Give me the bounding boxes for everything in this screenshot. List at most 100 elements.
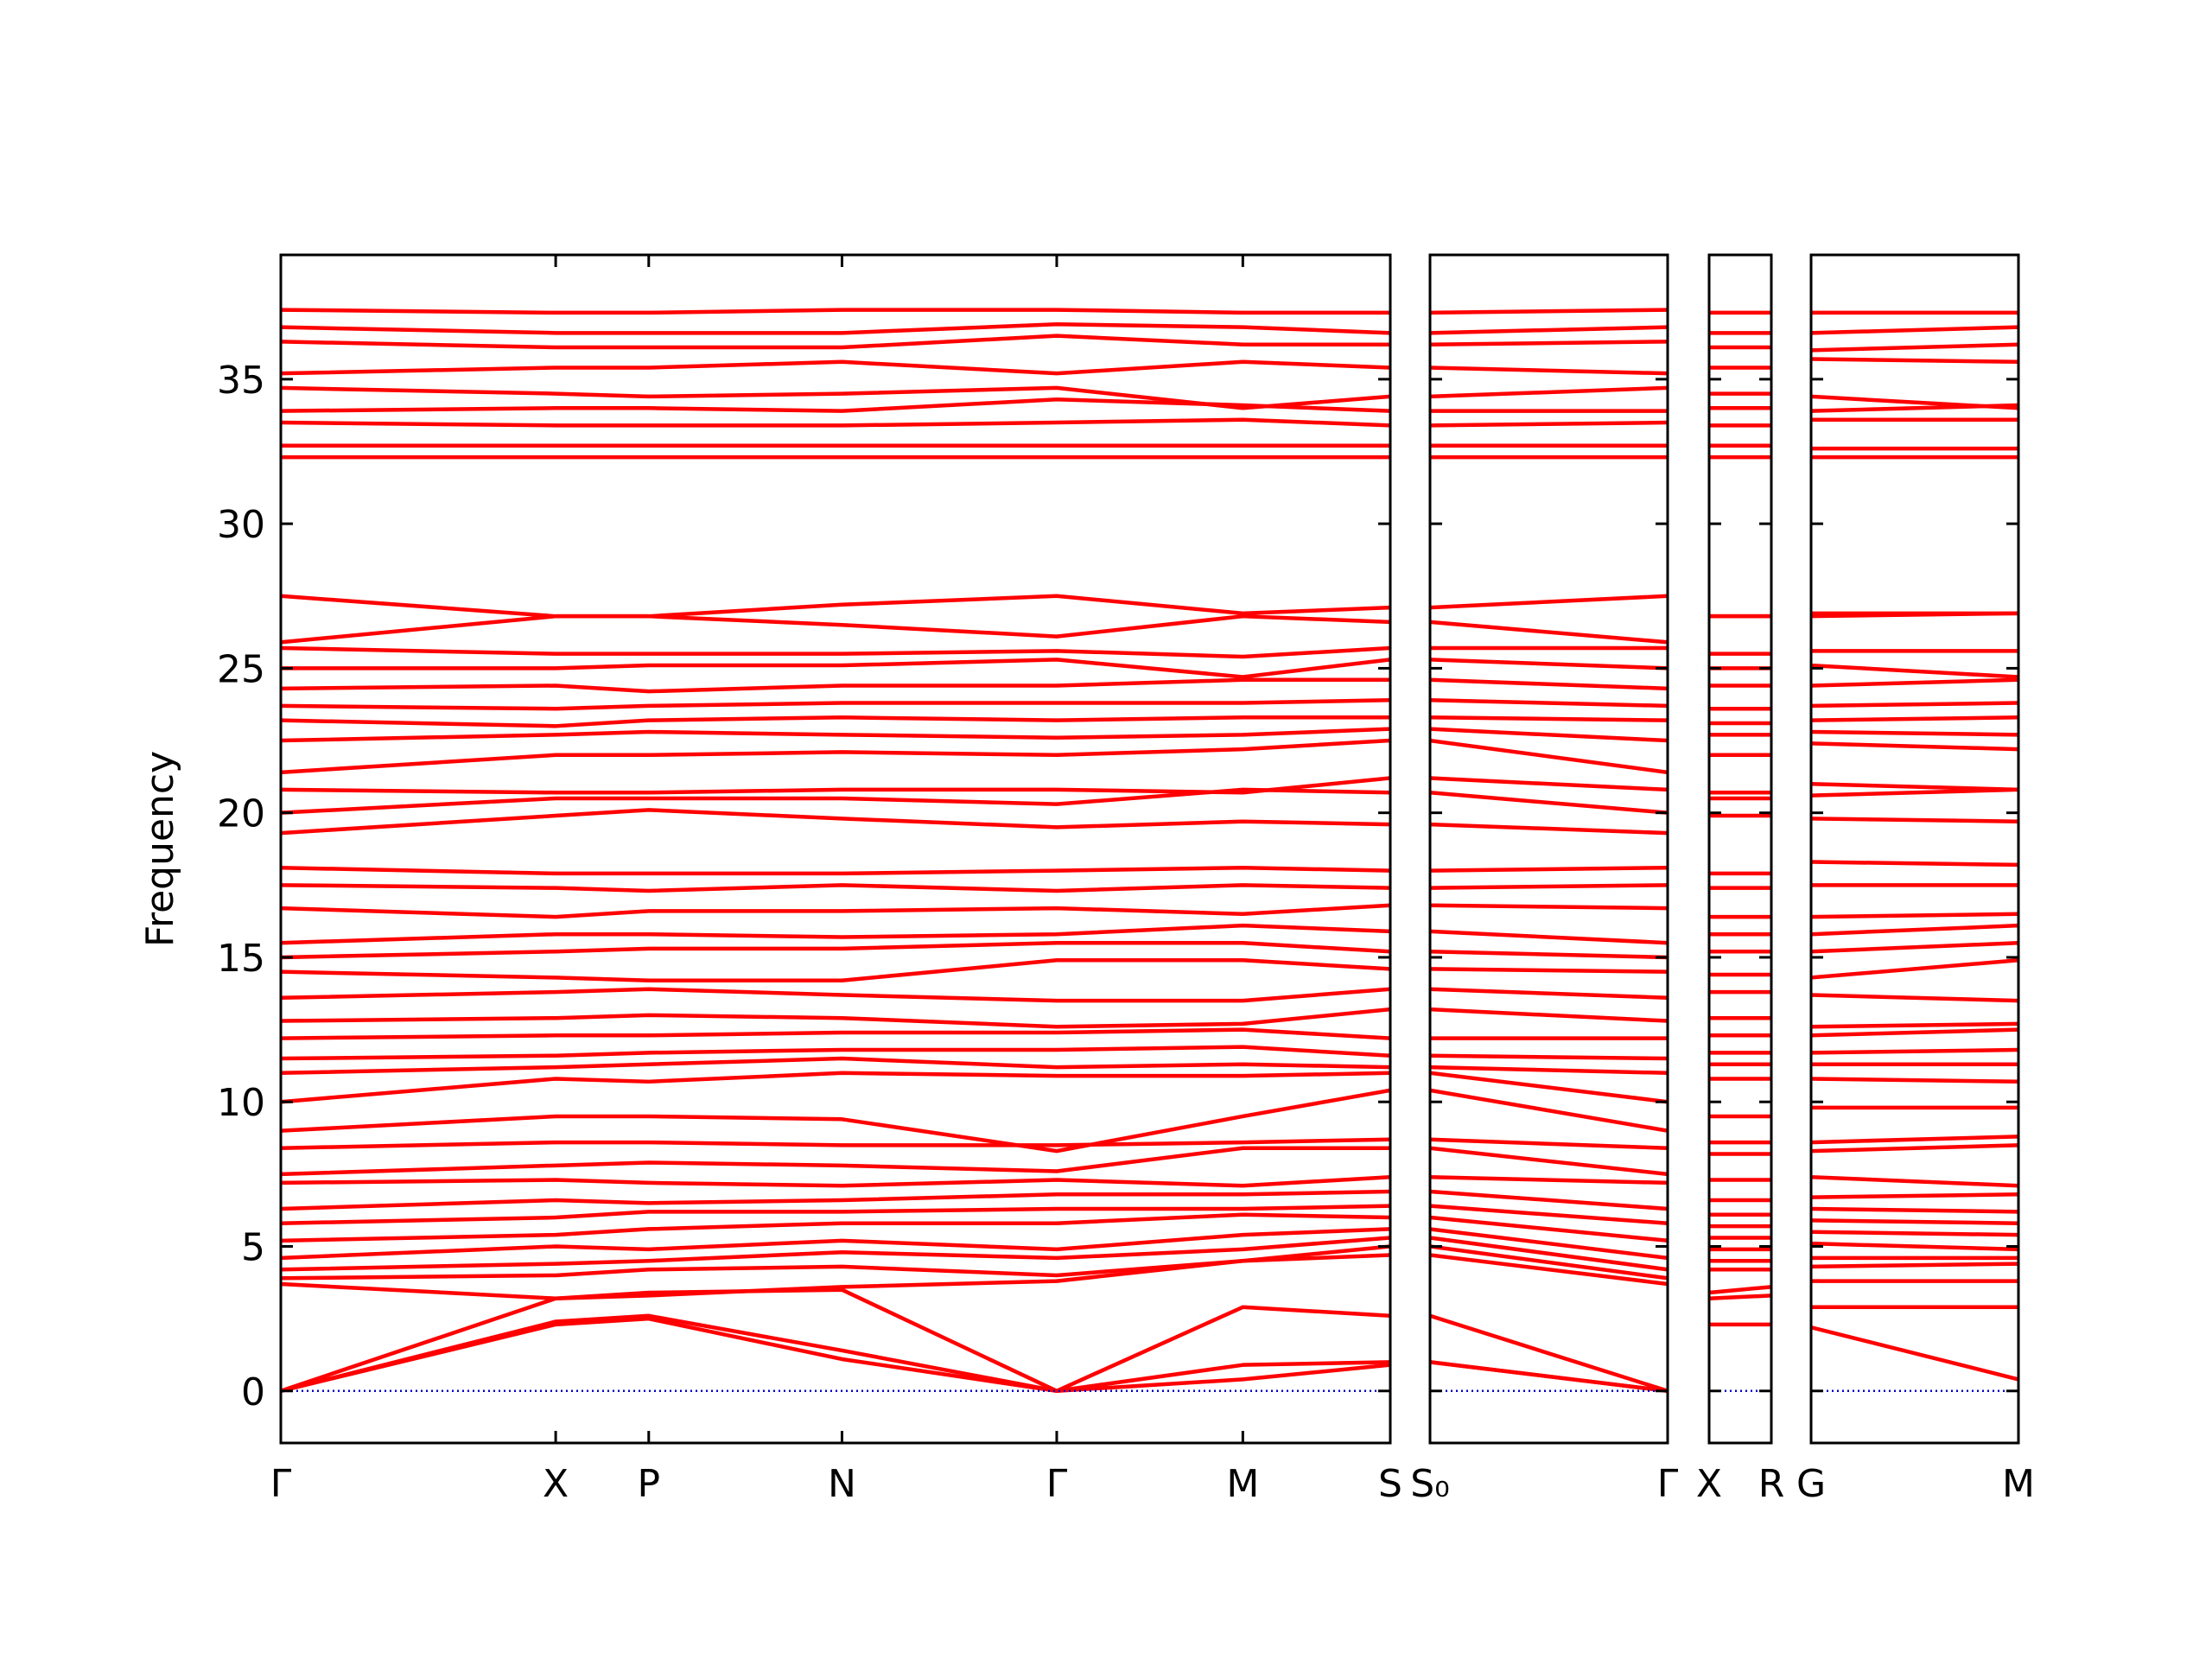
plot-area xyxy=(281,308,1390,1394)
band-line xyxy=(1430,1053,1668,1061)
y-tick-label: 0 xyxy=(241,1370,265,1414)
x-tick-label: M xyxy=(2002,1462,2035,1506)
x-tick-label: R xyxy=(1758,1462,1785,1506)
band-line xyxy=(1811,1027,2018,1038)
band-line xyxy=(1430,365,1668,376)
band-line xyxy=(1811,860,2018,868)
band-line xyxy=(281,613,1390,645)
band-line xyxy=(281,397,1390,413)
band-line xyxy=(281,787,1390,815)
band-line xyxy=(281,715,1390,728)
band-line xyxy=(281,658,1390,679)
band-line xyxy=(1430,776,1668,792)
band-line xyxy=(1811,1174,2018,1188)
band-line xyxy=(1430,594,1668,610)
x-tick-label: X xyxy=(543,1462,569,1506)
band-line xyxy=(1430,420,1668,428)
band-line xyxy=(1430,340,1668,346)
y-tick-label: 25 xyxy=(217,647,265,691)
y-tick-label: 10 xyxy=(217,1081,265,1125)
x-tick-label: Γ xyxy=(270,1462,292,1506)
band-line xyxy=(1811,729,2018,737)
band-line xyxy=(1811,993,2018,1003)
band-line xyxy=(1430,903,1668,911)
band-line xyxy=(1430,1174,1668,1185)
band-line xyxy=(1811,817,2018,823)
band-line xyxy=(281,923,1390,945)
band-line xyxy=(281,677,1390,694)
band-line xyxy=(1811,1206,2018,1214)
band-line xyxy=(1430,697,1668,709)
band-line xyxy=(1430,1146,1668,1177)
band-line xyxy=(281,322,1390,335)
band-line xyxy=(1811,741,2018,752)
axes-frame xyxy=(1428,253,1669,1445)
y-axis-label: Frequency xyxy=(138,751,182,947)
band-line xyxy=(281,738,1390,775)
band-line xyxy=(1811,1262,2018,1269)
band-line xyxy=(1811,715,2018,722)
y-tick-label: 35 xyxy=(217,359,265,403)
band-line xyxy=(1430,677,1668,691)
band-line xyxy=(281,940,1390,960)
band-line xyxy=(281,359,1390,376)
band-line xyxy=(1709,1285,1771,1295)
band-line xyxy=(1430,1360,1668,1394)
band-line xyxy=(281,1204,1390,1225)
band-line xyxy=(1811,1135,2018,1145)
band-line xyxy=(1811,677,2018,688)
band-line xyxy=(1430,791,1668,815)
band-line xyxy=(1811,1077,2018,1084)
axes-frame xyxy=(1809,253,2020,1445)
x-tick-label: Γ xyxy=(1046,1462,1068,1506)
y-tick-label: 5 xyxy=(241,1226,265,1270)
band-line xyxy=(1430,822,1668,836)
band-line xyxy=(281,308,1390,315)
band-line xyxy=(1430,1227,1668,1261)
band-line xyxy=(281,334,1390,350)
band-line xyxy=(1430,1215,1668,1243)
band-line xyxy=(281,958,1390,982)
band-line xyxy=(281,594,1390,619)
band-line xyxy=(1430,1253,1668,1287)
x-tick-label: S xyxy=(1378,1462,1402,1506)
band-line xyxy=(1430,1088,1668,1133)
band-line xyxy=(281,1174,1390,1188)
band-line xyxy=(1430,967,1668,974)
band-line xyxy=(281,645,1390,659)
band-line xyxy=(281,1146,1390,1177)
x-tick-label: X xyxy=(1696,1462,1722,1506)
y-tick-label: 30 xyxy=(217,503,265,547)
band-line xyxy=(281,727,1390,743)
band-line xyxy=(281,697,1390,711)
band-line xyxy=(281,1045,1390,1061)
band-line xyxy=(1811,1021,2018,1029)
plot-area xyxy=(1709,310,1771,1393)
band-line xyxy=(1811,357,2018,365)
band-line xyxy=(1811,958,2018,980)
plot-area xyxy=(1811,310,2018,1393)
x-tick-label: N xyxy=(828,1462,856,1506)
band-line xyxy=(1811,923,2018,937)
band-line xyxy=(1811,781,2018,792)
band-line xyxy=(281,883,1390,893)
panel: S₀ Γ xyxy=(1410,253,1679,1506)
band-line xyxy=(281,776,1390,795)
band-line xyxy=(1811,1143,2018,1154)
band-line xyxy=(1430,385,1668,399)
band-line xyxy=(281,1007,1390,1029)
band-line xyxy=(281,1244,1390,1281)
panel: 0 5 10 15 20 25 30 35 Γ X P N Γ M S Frequency xyxy=(138,253,1402,1506)
band-line xyxy=(1430,866,1668,873)
band-line xyxy=(1430,738,1668,775)
band-line xyxy=(1811,663,2018,679)
band-line xyxy=(281,866,1390,876)
band-line xyxy=(1430,658,1668,671)
band-line xyxy=(281,808,1390,836)
band-line xyxy=(1811,1230,2018,1237)
band-line xyxy=(1811,1192,2018,1199)
band-line xyxy=(1811,325,2018,335)
band-line xyxy=(281,1236,1390,1272)
